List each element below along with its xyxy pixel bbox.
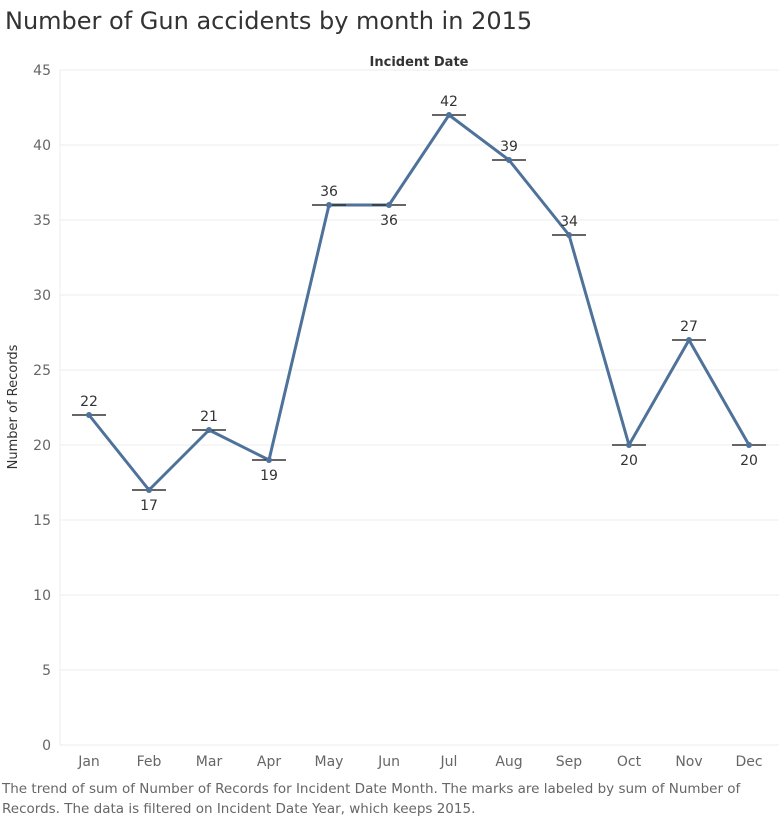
y-tick-label: 15 [33,513,51,529]
line-chart: Incident Date Number of Records 0 5 10 15 20… [6,55,779,770]
data-label: 22 [80,394,98,410]
data-label: 36 [380,213,398,229]
x-axis-title: Incident Date [370,55,469,70]
y-tick-label: 25 [33,363,51,379]
x-tick-label: Mar [196,754,223,770]
y-axis-title: Number of Records [6,344,21,469]
data-label: 34 [560,214,578,230]
data-label: 27 [680,319,698,335]
data-label: 42 [440,94,458,110]
data-point [206,427,212,433]
x-tick-label: Apr [257,754,281,770]
data-label: 19 [260,468,278,484]
caption-line-1: The trend of sum of Number of Records fo… [2,781,741,797]
data-point [746,442,752,448]
data-point [266,457,272,463]
data-labels: 22 17 21 19 36 36 42 39 34 20 27 20 [80,94,758,514]
data-label: 36 [320,184,338,200]
y-tick-label: 40 [33,138,51,154]
y-tick-label: 45 [33,63,51,79]
y-tick-label: 20 [33,438,51,454]
caption-line-2: Records. The data is filtered on Inciden… [2,801,476,817]
data-point [326,202,332,208]
data-point [686,337,692,343]
x-tick-label: Nov [675,754,702,770]
x-tick-label: Aug [495,754,522,770]
series-line [87,113,751,492]
data-label: 39 [500,139,518,155]
x-tick-label: Feb [137,754,162,770]
data-point [446,112,452,118]
data-point [146,487,152,493]
data-point [506,157,512,163]
chart-title: Number of Gun accidents by month in 2015 [5,7,533,35]
x-tick-label: Dec [735,754,762,770]
y-tick-label: 5 [42,663,51,679]
data-label: 21 [200,409,218,425]
chart-caption: The trend of sum of Number of Records fo… [2,779,774,819]
x-tick-label: Sep [556,754,583,770]
data-point [86,412,92,418]
data-label: 17 [140,498,158,514]
y-tick-label: 30 [33,288,51,304]
gridlines [59,69,779,746]
x-tick-label: Jan [77,754,100,770]
y-tick-label: 10 [33,588,51,604]
data-point [626,442,632,448]
data-label: 20 [740,453,758,469]
x-tick-label: Oct [617,754,642,770]
x-tick-labels: Jan Feb Mar Apr May Jun Jul Aug Sep Oct Nov Dec [77,754,762,770]
y-tick-label: 35 [33,213,51,229]
data-markers [72,112,766,493]
x-tick-label: Jul [440,754,458,770]
data-point [386,202,392,208]
y-tick-labels: 0 5 10 15 20 25 30 35 40 45 [33,63,51,754]
series-line-path [87,113,751,492]
x-tick-label: May [315,754,344,770]
data-point [566,232,572,238]
data-label: 20 [620,453,638,469]
x-tick-label: Jun [377,754,400,770]
y-tick-label: 0 [42,738,51,754]
